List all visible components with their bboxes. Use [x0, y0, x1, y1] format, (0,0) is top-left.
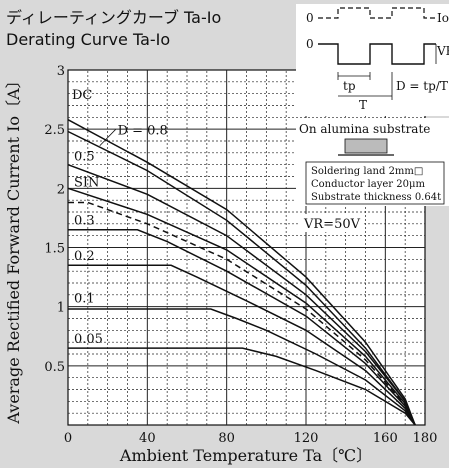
series-label: 0.1 — [74, 292, 95, 307]
x-tick-label: 0 — [64, 431, 72, 446]
vr-label-background — [300, 214, 362, 232]
io-waveform — [318, 7, 436, 19]
y-tick-label: 2 — [57, 182, 65, 197]
t-label: T — [359, 98, 367, 112]
substrate-note: Substrate thickness 0.64t — [311, 192, 441, 203]
vr-annotation: VR=50V — [303, 217, 361, 232]
series-line — [67, 187, 416, 426]
series-line — [68, 229, 416, 426]
chart-subtitle: Derating Curve Ta-Io — [6, 30, 170, 49]
x-tick-label: 180 — [413, 431, 438, 446]
substrate-inset: On alumina substrate Soldering land 2mm□… — [296, 118, 449, 206]
substrate-notes-box — [305, 161, 445, 205]
y-tick-label: 3 — [57, 64, 65, 79]
package-icon — [344, 138, 388, 154]
series-label: 0.3 — [74, 214, 95, 229]
io-label: Io — [437, 11, 449, 25]
y-tick-label: 2.5 — [44, 123, 65, 138]
x-tick-label: 40 — [139, 431, 156, 446]
substrate-note: Soldering land 2mm□ — [311, 166, 423, 177]
waveform-inset: 0 0 Io VR tp T D = tp/T — [296, 4, 449, 116]
series-line — [68, 347, 416, 426]
series-label: DC — [72, 88, 92, 103]
y-tick-labels: 0.5 1 1.5 2 2.5 3 — [44, 64, 65, 375]
tp-label: tp — [343, 79, 356, 93]
series-line — [68, 201, 416, 426]
chart-title: ディレーティングカーブ Ta-Io — [6, 8, 221, 27]
series-line — [67, 163, 416, 426]
vr-label: VR — [436, 44, 449, 58]
io-zero-label: 0 — [306, 11, 314, 25]
duty-formula: D = tp/T — [396, 79, 448, 93]
y-tick-label: 1 — [57, 301, 65, 316]
series-line — [68, 264, 416, 426]
substrate-note: Conductor layer 20μm — [311, 179, 425, 190]
series-line — [68, 308, 416, 426]
x-axis-label: Ambient Temperature Ta〔℃〕 — [119, 446, 372, 465]
y-tick-label: 1.5 — [44, 242, 65, 257]
series-label: SIN — [74, 176, 99, 191]
x-tick-labels: 0 40 80 120 160 180 — [64, 431, 438, 446]
x-tick-label: 80 — [218, 431, 235, 446]
x-tick-label: 120 — [294, 431, 319, 446]
waveform-inset-background — [296, 4, 449, 116]
substrate-title: On alumina substrate — [299, 122, 430, 136]
vr-waveform — [318, 43, 436, 65]
y-axis-label: Average Rectified Forward Current Io〔A〕 — [4, 72, 23, 424]
series-label: 0.05 — [74, 332, 103, 347]
x-tick-label: 160 — [373, 431, 398, 446]
series-line — [67, 119, 416, 426]
series-label: 0.5 — [74, 150, 95, 165]
label-leader-line — [99, 129, 116, 147]
vr-zero-label: 0 — [306, 37, 314, 51]
series-label: 0.2 — [74, 249, 95, 264]
series-label: D = 0.8 — [118, 124, 168, 139]
y-tick-label: 0.5 — [44, 360, 65, 375]
curves — [67, 119, 416, 426]
series-labels: DC D = 0.8 0.5 SIN 0.3 0.2 0.1 0.05 — [72, 88, 168, 347]
